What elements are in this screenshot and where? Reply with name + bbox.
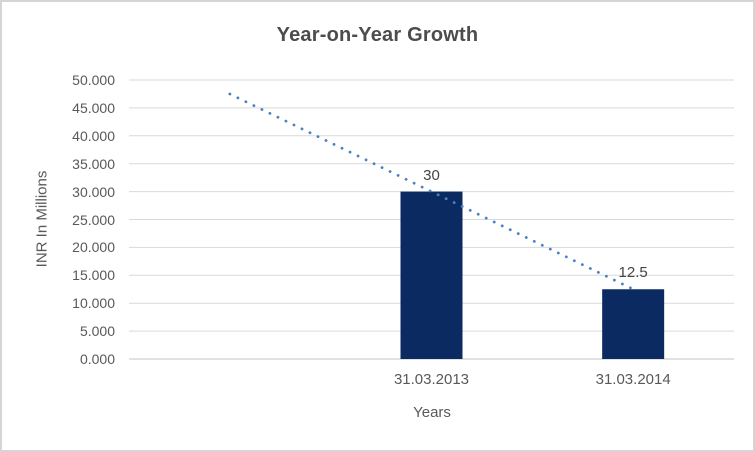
y-tick-label: 35.000 — [72, 155, 115, 172]
y-tick-label: 5.000 — [79, 323, 115, 340]
y-tick-label: 0.000 — [79, 351, 115, 367]
y-tick-label: 15.000 — [72, 267, 115, 284]
trendline[interactable] — [228, 92, 635, 291]
x-category-label: 31.03.2013 — [393, 371, 470, 388]
bar-data-label: 30 — [423, 166, 440, 184]
chart-title: Year-on-Year Growth — [276, 24, 479, 46]
bar[interactable] — [602, 289, 665, 359]
y-tick-label: 25.000 — [72, 211, 115, 228]
y-tick-label: 45.000 — [72, 99, 115, 116]
y-tick-label: 50.000 — [72, 72, 115, 88]
y-tick-label: 30.000 — [72, 183, 115, 200]
bar[interactable] — [400, 191, 463, 359]
bar-data-label: 12.5 — [618, 264, 648, 282]
y-tick-label: 10.000 — [72, 295, 115, 312]
y-tick-label: 40.000 — [72, 127, 115, 144]
x-category-label: 31.03.2014 — [595, 371, 671, 388]
x-axis-title: Years — [413, 404, 451, 421]
y-tick-label: 20.000 — [72, 239, 115, 256]
